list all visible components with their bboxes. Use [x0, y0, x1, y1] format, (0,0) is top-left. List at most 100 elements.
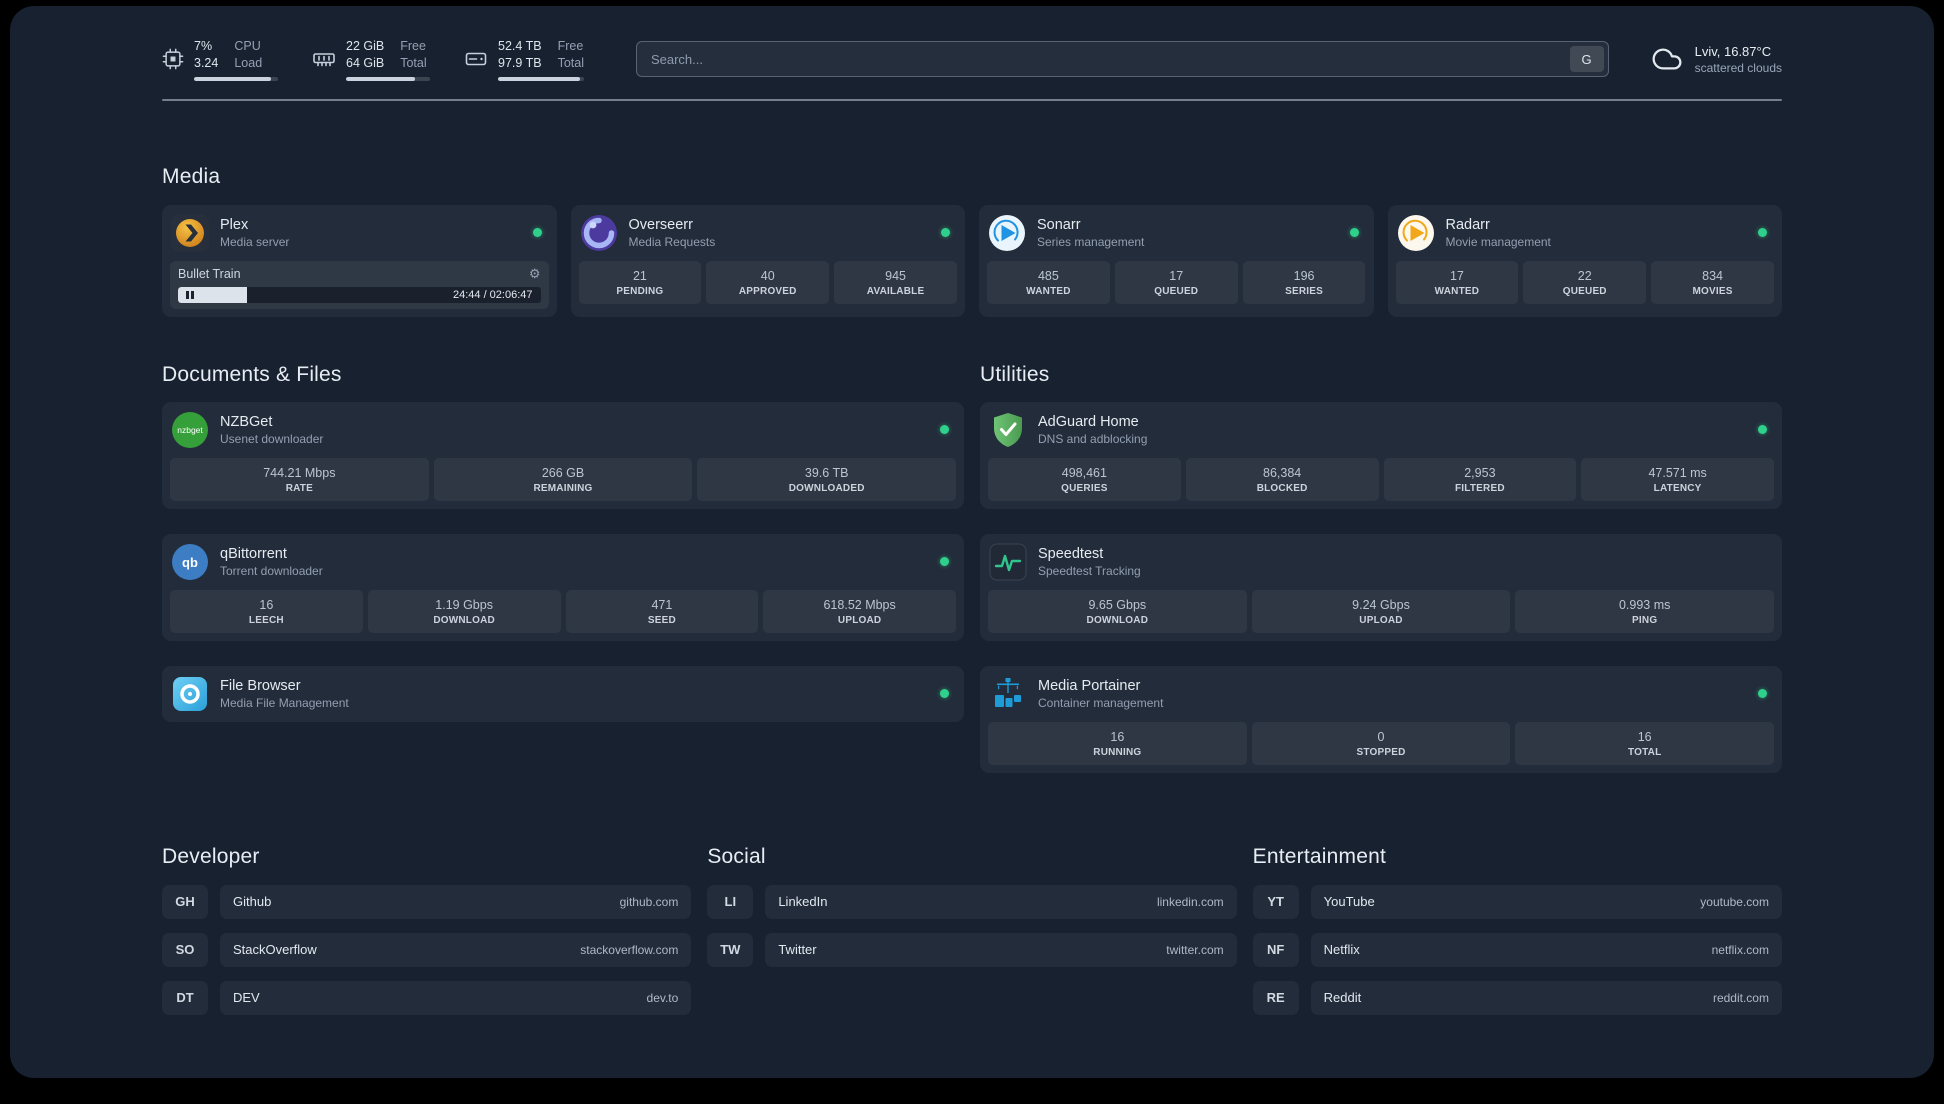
playback-time: 24:44 / 02:06:47 — [452, 288, 533, 301]
bookmark-reddit: RE Reddit reddit.com — [1252, 980, 1782, 1015]
reddit-link[interactable]: Reddit reddit.com — [1310, 980, 1782, 1015]
service-link-portainer[interactable]: Media Portainer Container management — [988, 674, 1774, 714]
memory-total: 64 GiB — [346, 56, 385, 71]
stat-available: 945 AVAILABLE — [834, 260, 957, 304]
linkedin-link[interactable]: LinkedIn linkedin.com — [765, 884, 1237, 919]
stat-downloaded: 39.6 TB DOWNLOADED — [697, 457, 957, 501]
youtube-abbr-tile[interactable]: YT — [1252, 884, 1299, 919]
stat-queued: 17 QUEUED — [1114, 260, 1238, 304]
netflix-link[interactable]: Netflix netflix.com — [1310, 932, 1782, 967]
weather-condition: scattered clouds — [1694, 60, 1782, 75]
service-name: Plex — [220, 216, 249, 233]
status-dot-online — [1758, 689, 1767, 698]
reddit-abbr-tile[interactable]: RE — [1252, 980, 1299, 1015]
bookmark-twitter: TW Twitter twitter.com — [707, 932, 1237, 967]
topbar: 7% 3.24 CPU Load — [162, 38, 1782, 81]
stat-approved: 40 APPROVED — [706, 260, 830, 304]
cpu-bar — [194, 76, 278, 81]
service-link-filebrowser[interactable]: File Browser Media File Management — [170, 674, 956, 714]
twitter-abbr-tile[interactable]: TW — [707, 932, 754, 967]
service-subtitle: Media server — [220, 234, 290, 249]
github-abbr-tile[interactable]: GH — [162, 884, 208, 919]
memory-bar-fill — [346, 76, 415, 81]
cpu-widget: 7% 3.24 CPU Load — [162, 38, 278, 81]
section-title-documents: Documents & Files — [162, 362, 342, 386]
service-subtitle: Container management — [1038, 695, 1164, 710]
playback-progress-fill — [178, 286, 247, 303]
stat-blocked: 86,384 BLOCKED — [1185, 457, 1379, 501]
playback-progress-bar[interactable]: 24:44 / 02:06:47 — [178, 286, 541, 303]
service-link-nzbget[interactable]: nzbget NZBGet Usenet downloader — [170, 410, 956, 450]
status-dot-online — [1758, 425, 1767, 434]
stat-download: 1.19 Gbps DOWNLOAD — [367, 589, 561, 633]
service-name: Overseerr — [628, 216, 693, 233]
gear-icon[interactable]: ⚙ — [528, 266, 541, 281]
stat-remaining: 266 GB REMAINING — [433, 457, 693, 501]
status-dot-online — [532, 228, 542, 237]
stat-queries: 498,461 QUERIES — [988, 457, 1181, 501]
disk-bar — [498, 76, 584, 81]
stat-wanted: 17 WANTED — [1395, 260, 1519, 304]
section-title-entertainment: Entertainment — [1252, 844, 1386, 868]
disk-total-label: Total — [557, 56, 584, 71]
github-link[interactable]: Github github.com — [220, 884, 692, 919]
memory-free-label: Free — [400, 39, 426, 53]
section-title-utilities: Utilities — [980, 362, 1050, 386]
dev-link[interactable]: DEV dev.to — [220, 980, 692, 1015]
stat-ping: 0.993 ms PING — [1515, 589, 1775, 633]
stat-pending: 21 PENDING — [578, 260, 702, 304]
search-input[interactable] — [635, 41, 1609, 78]
portainer-icon — [988, 674, 1028, 714]
stackoverflow-abbr-tile[interactable]: SO — [162, 932, 208, 967]
filebrowser-icon — [170, 674, 210, 714]
bookmark-github: GH Github github.com — [162, 884, 692, 919]
stat-queued: 22 QUEUED — [1523, 260, 1647, 304]
cpu-bar-fill — [194, 76, 272, 81]
pause-button[interactable] — [182, 289, 198, 301]
service-card-portainer: Media Portainer Container management 16 … — [980, 665, 1782, 773]
disk-widget: 52.4 TB 97.9 TB Free Total — [464, 38, 584, 81]
service-subtitle: Torrent downloader — [220, 563, 323, 578]
disk-free: 52.4 TB — [498, 39, 542, 53]
bookmark-youtube: YT YouTube youtube.com — [1252, 884, 1782, 919]
service-link-radarr[interactable]: Radarr Movie management — [1396, 213, 1775, 253]
netflix-abbr-tile[interactable]: NF — [1252, 932, 1299, 967]
linkedin-abbr-tile[interactable]: LI — [707, 884, 754, 919]
service-name: Media Portainer — [1038, 677, 1141, 694]
service-name: Speedtest — [1038, 545, 1104, 562]
service-name: File Browser — [220, 677, 301, 694]
topbar-divider — [162, 98, 1782, 101]
memory-widget: 22 GiB 64 GiB Free Total — [312, 38, 430, 81]
stat-wanted: 485 WANTED — [987, 260, 1110, 304]
cpu-load-label: Load — [234, 56, 263, 71]
service-card-plex: Plex Media server Bullet Train ⚙ — [162, 204, 557, 317]
search-provider-button[interactable]: G — [1569, 46, 1604, 73]
service-link-speedtest[interactable]: Speedtest Speedtest Tracking — [988, 542, 1774, 582]
youtube-link[interactable]: YouTube youtube.com — [1310, 884, 1782, 919]
stat-upload: 9.24 Gbps UPLOAD — [1251, 589, 1511, 633]
service-link-overseerr[interactable]: Overseerr Media Requests — [579, 213, 958, 253]
dev-abbr-tile[interactable]: DT — [162, 980, 208, 1015]
stat-filtered: 2,953 FILTERED — [1383, 457, 1577, 501]
status-dot-online — [1758, 228, 1767, 237]
adguard-icon — [988, 410, 1028, 450]
stackoverflow-link[interactable]: StackOverflow stackoverflow.com — [220, 932, 692, 967]
cloud-icon — [1652, 48, 1682, 70]
plex-icon — [170, 213, 210, 253]
memory-total-label: Total — [400, 56, 427, 71]
service-subtitle: Series management — [1037, 234, 1145, 249]
service-link-adguard[interactable]: AdGuard Home DNS and adblocking — [988, 410, 1774, 450]
service-card-nzbget: nzbget NZBGet Usenet downloader 74 — [162, 401, 964, 509]
twitter-link[interactable]: Twitter twitter.com — [765, 932, 1237, 967]
stat-latency: 47.571 ms LATENCY — [1581, 457, 1774, 501]
sonarr-icon — [987, 213, 1027, 253]
cpu-usage: 7% — [194, 39, 213, 53]
service-card-speedtest: Speedtest Speedtest Tracking 9.65 Gbps D… — [980, 533, 1782, 641]
section-title-developer: Developer — [162, 844, 260, 868]
stat-movies: 834 MOVIES — [1651, 260, 1774, 304]
service-link-sonarr[interactable]: Sonarr Series management — [987, 213, 1366, 253]
status-dot-online — [940, 557, 949, 566]
service-link-plex[interactable]: Plex Media server — [170, 213, 549, 253]
cpu-load-value: 3.24 — [194, 56, 219, 71]
service-link-qbittorrent[interactable]: qb qBittorrent Torrent downloader — [170, 542, 956, 582]
